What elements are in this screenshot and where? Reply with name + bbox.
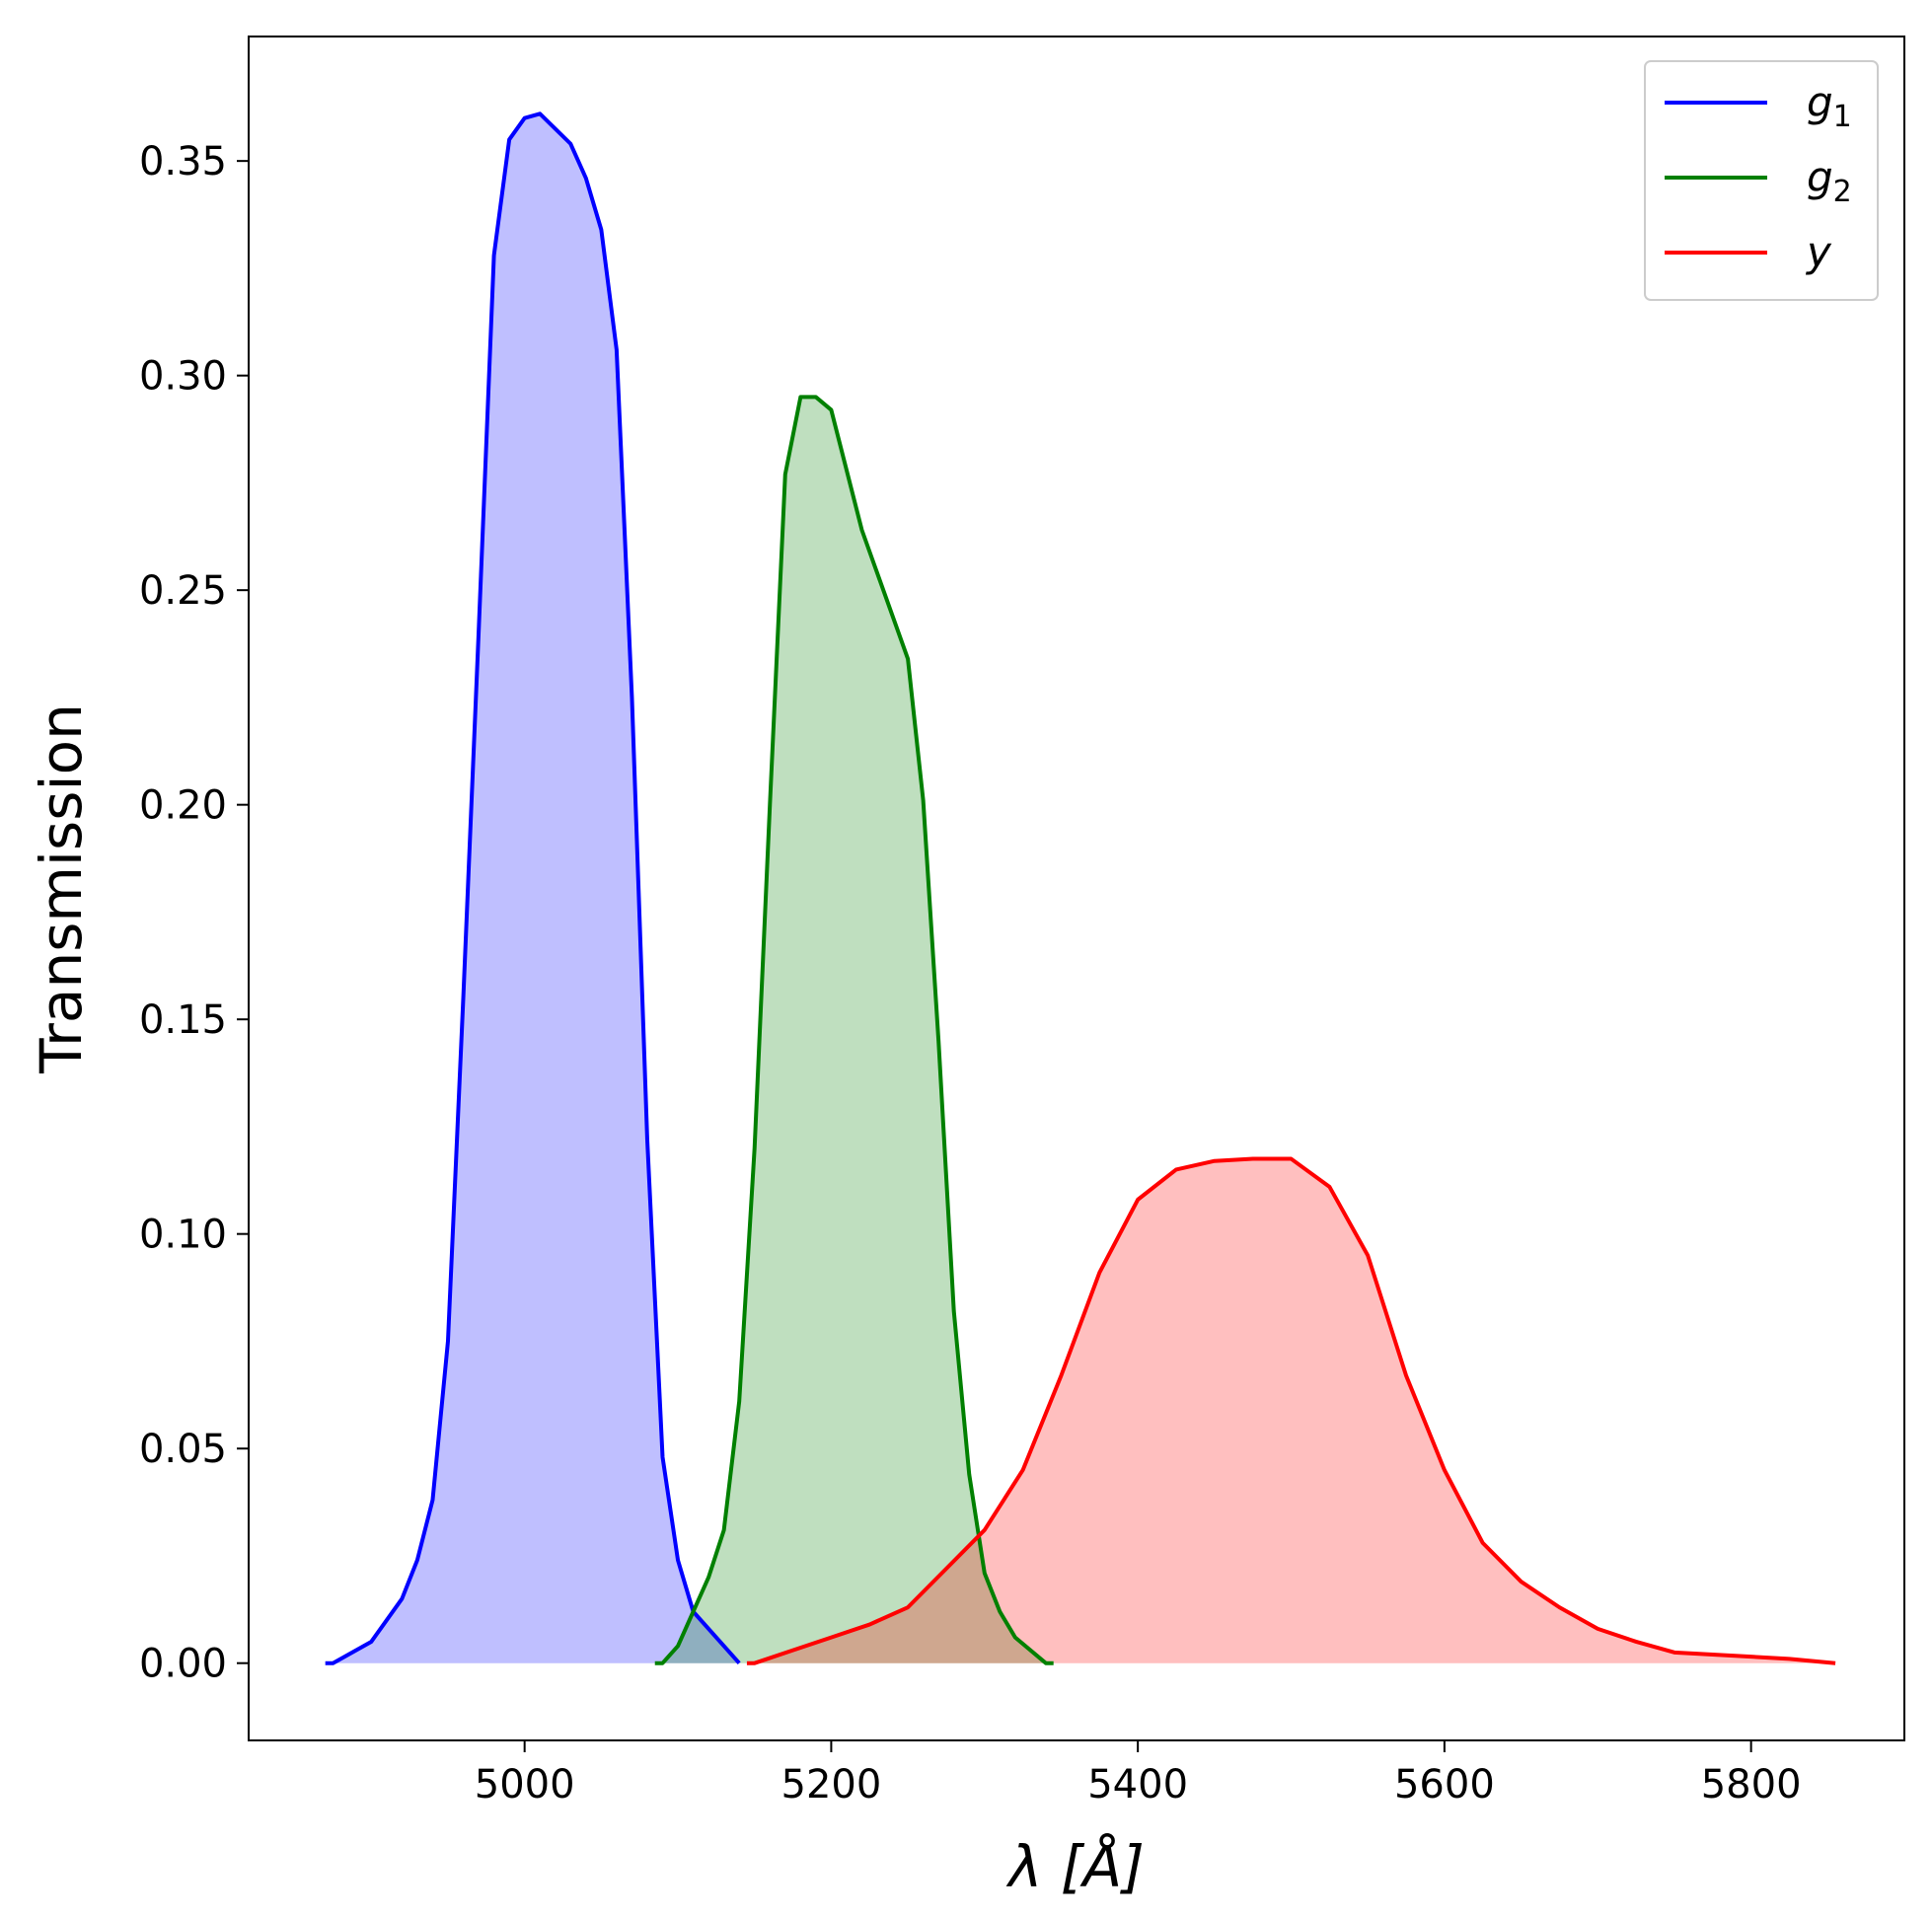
y-axis-label: Transmission bbox=[28, 703, 95, 1074]
x-tick-label: 5400 bbox=[1087, 1762, 1188, 1807]
y-tick-label: 0.00 bbox=[139, 1642, 227, 1687]
y-tick-label: 0.10 bbox=[139, 1213, 227, 1258]
y-tick-label: 0.35 bbox=[139, 139, 227, 184]
plot-frame bbox=[248, 36, 1905, 1741]
y-tick-label: 0.30 bbox=[139, 354, 227, 400]
legend-label: g1 bbox=[1807, 78, 1852, 134]
y-tick-label: 0.25 bbox=[139, 568, 227, 614]
y-tick-label: 0.20 bbox=[139, 783, 227, 829]
y-axis: 0.00 0.05 0.10 0.15 0.20 0.25 0.30 0.35 bbox=[139, 139, 249, 1687]
x-axis: 5000 5200 5400 5600 5800 bbox=[475, 1740, 1802, 1807]
series-g2-line bbox=[654, 395, 1054, 1665]
series-y-line bbox=[746, 1156, 1836, 1665]
series-g1-line bbox=[325, 111, 741, 1665]
legend-label: y bbox=[1805, 228, 1832, 276]
legend: g1 g2 y bbox=[1644, 60, 1879, 301]
series-lines bbox=[325, 111, 1836, 1665]
y-tick-label: 0.05 bbox=[139, 1427, 227, 1472]
series-y-fill bbox=[746, 1158, 1836, 1663]
series-g1-fill bbox=[325, 113, 740, 1663]
x-tick-label: 5600 bbox=[1394, 1762, 1495, 1807]
series-fills bbox=[325, 113, 1836, 1663]
legend-box bbox=[1644, 60, 1879, 301]
x-tick-label: 5000 bbox=[475, 1762, 575, 1807]
x-tick-label: 5800 bbox=[1701, 1762, 1802, 1807]
x-tick-label: 5200 bbox=[781, 1762, 882, 1807]
x-axis-label: λ [Å] bbox=[1005, 1832, 1145, 1900]
series-g2-fill bbox=[654, 397, 1054, 1663]
y-tick-label: 0.15 bbox=[139, 997, 227, 1043]
legend-label: g2 bbox=[1807, 153, 1852, 209]
